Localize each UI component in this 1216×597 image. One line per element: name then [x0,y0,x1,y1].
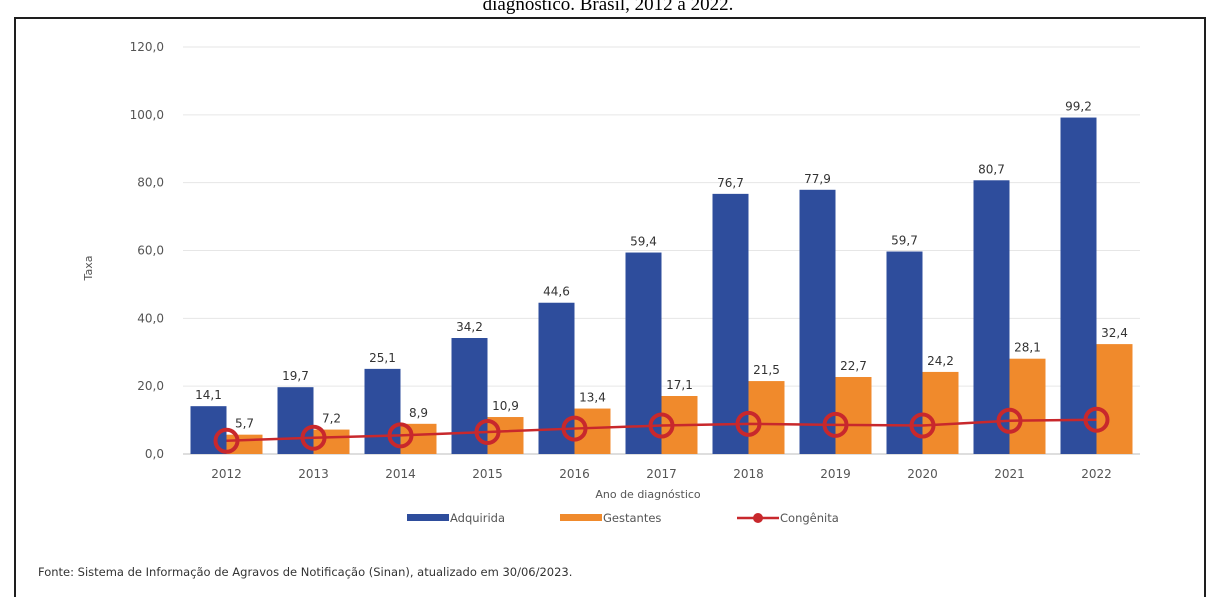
data-label-adquirida-2019: 77,9 [804,172,831,186]
marker-congenita-2015 [474,418,501,445]
bar-adquirida-2017 [625,252,662,454]
legend-label-gestantes: Gestantes [603,511,661,525]
y-axis-title: Taxa [82,256,95,282]
bar-adquirida-2022 [1060,117,1097,455]
data-label-adquirida-2013: 19,7 [282,369,309,383]
x-tick-label-2021: 2021 [994,467,1025,481]
bar-adquirida-2016 [538,302,575,454]
bar-gestantes-2013 [313,429,350,454]
legend-swatch-gestantes [560,514,602,521]
bar-gestantes-2016 [574,408,611,454]
data-label-adquirida-2014: 25,1 [369,351,396,365]
y-tick-label: 80,0 [137,176,164,190]
x-tick-label-2017: 2017 [646,467,677,481]
marker-congenita-2013 [300,424,327,451]
y-axis-ticks: 0,0 20,0 40,0 60,0 80,0 100,0 120,0 [130,40,164,461]
bar-adquirida-2020 [886,251,923,454]
x-tick-label-2012: 2012 [211,467,242,481]
x-tick-label-2015: 2015 [472,467,503,481]
data-label-adquirida-2015: 34,2 [456,320,483,334]
data-label-gestantes-2013: 7,2 [322,412,341,426]
data-labels: 14,1 5,7 19,7 7,2 25,1 8,9 34,2 10,9 44,6 13,4 59,… [195,100,1128,431]
bar-gestantes-2022 [1096,344,1133,454]
data-label-gestantes-2018: 21,5 [753,363,780,377]
y-tick-label: 40,0 [137,311,164,325]
x-tick-label-2014: 2014 [385,467,416,481]
legend: Adquirida Gestantes Congênita [407,511,839,525]
x-tick-label-2016: 2016 [559,467,590,481]
legend-swatch-adquirida [407,514,449,521]
legend-label-adquirida: Adquirida [450,511,505,525]
marker-congenita-2017 [648,412,675,439]
legend-marker-congenita [753,513,763,523]
x-tick-label-2018: 2018 [733,467,764,481]
data-label-gestantes-2020: 24,2 [927,354,954,368]
x-tick-label-2019: 2019 [820,467,851,481]
data-label-gestantes-2015: 10,9 [492,399,519,413]
bar-adquirida-2018 [712,193,749,454]
y-tick-label: 60,0 [137,244,164,258]
congenita-line [213,406,1110,454]
marker-congenita-2021 [996,407,1023,434]
data-label-adquirida-2016: 44,6 [543,285,570,299]
data-label-gestantes-2012: 5,7 [235,417,254,431]
x-axis-ticks: 2012 2013 2014 2015 2016 2017 2018 2019 2020 2021… [211,467,1112,481]
data-label-adquirida-2018: 76,7 [717,176,744,190]
data-label-adquirida-2012: 14,1 [195,388,222,402]
data-label-gestantes-2016: 13,4 [579,391,606,405]
data-label-adquirida-2017: 59,4 [630,235,657,249]
y-tick-label: 0,0 [145,447,164,461]
marker-congenita-2022 [1083,406,1110,433]
bar-adquirida-2021 [973,180,1010,455]
bars [190,117,1133,455]
bar-adquirida-2019 [799,189,836,454]
x-tick-label-2022: 2022 [1081,467,1112,481]
marker-congenita-2016 [561,415,588,442]
data-label-gestantes-2019: 22,7 [840,359,867,373]
data-label-adquirida-2022: 99,2 [1065,100,1092,114]
x-tick-label-2020: 2020 [907,467,938,481]
x-axis-title: Ano de diagnóstico [595,488,701,501]
bar-adquirida-2015 [451,338,488,454]
data-label-gestantes-2022: 32,4 [1101,326,1128,340]
y-tick-label: 100,0 [130,108,164,122]
bar-gestantes-2014 [400,423,437,454]
marker-congenita-2019 [822,411,849,438]
chart-title-line: diagnóstico. Brasil, 2012 a 2022. [482,0,734,15]
marker-congenita-2018 [735,410,762,437]
data-label-adquirida-2021: 80,7 [978,162,1005,176]
legend-label-congenita: Congênita [780,511,839,525]
chart-svg: 0,0 20,0 40,0 60,0 80,0 100,0 120,0 Taxa 14,1 5… [82,40,1140,525]
data-label-adquirida-2020: 59,7 [891,234,918,248]
chart-frame [14,17,1206,597]
bar-adquirida-2014 [364,368,401,454]
y-tick-label: 20,0 [137,379,164,393]
bar-gestantes-2018 [748,381,785,454]
bar-gestantes-2020 [922,371,959,454]
source-note: Fonte: Sistema de Informação de Agravos … [38,565,573,579]
bar-adquirida-2013 [277,387,314,454]
data-label-gestantes-2021: 28,1 [1014,341,1041,355]
marker-congenita-2014 [387,422,414,449]
x-tick-label-2013: 2013 [298,467,329,481]
bar-gestantes-2021 [1009,358,1046,454]
data-label-gestantes-2014: 8,9 [409,406,428,420]
data-label-gestantes-2017: 17,1 [666,378,693,392]
line-congenita [226,418,1097,443]
y-tick-label: 120,0 [130,40,164,54]
marker-congenita-2020 [909,412,936,439]
marker-congenita-2012 [213,427,240,454]
